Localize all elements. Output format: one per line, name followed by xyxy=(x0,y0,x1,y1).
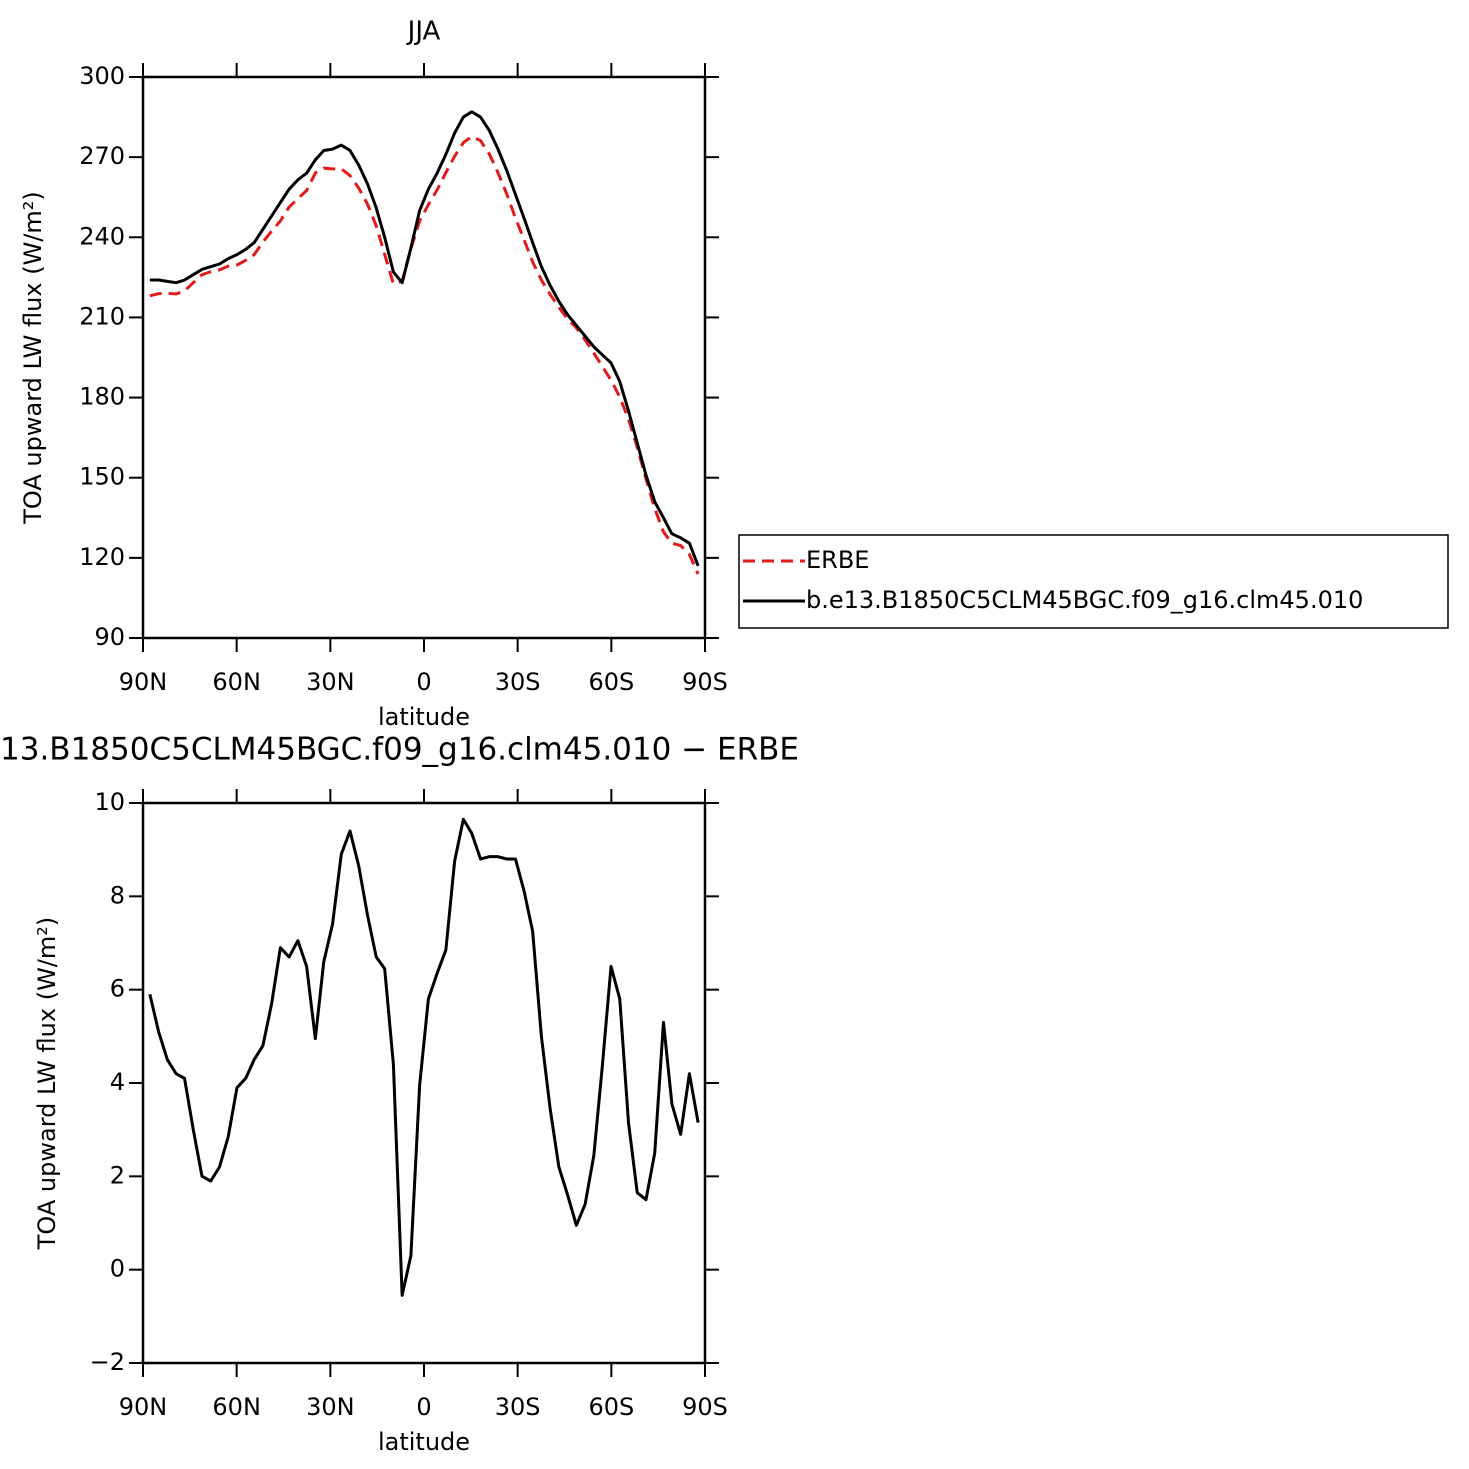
y-tick-label: 240 xyxy=(79,222,125,250)
legend-label: ERBE xyxy=(806,546,869,574)
legend-box xyxy=(738,534,1449,629)
x-tick-label: 90N xyxy=(119,1393,168,1421)
y-tick-label: 270 xyxy=(79,142,125,170)
y-tick-label: 210 xyxy=(79,302,125,330)
plot-frame xyxy=(141,801,707,1365)
y-tick-label: 10 xyxy=(94,788,125,816)
y-tick-label: 2 xyxy=(110,1161,125,1189)
data-line xyxy=(148,817,700,1297)
y-tick-label: 90 xyxy=(94,623,125,651)
data-line xyxy=(149,110,700,567)
y-tick-label: −2 xyxy=(90,1348,125,1376)
y-axis-label: TOA upward LW flux (W/m²) xyxy=(33,917,61,1251)
y-tick-label: 8 xyxy=(110,881,125,909)
y-tick-label: 6 xyxy=(110,975,125,1003)
x-tick-label: 30S xyxy=(495,668,541,696)
x-axis-label: latitude xyxy=(378,1428,470,1456)
y-tick-label: 120 xyxy=(79,543,125,571)
x-axis-label: latitude xyxy=(378,703,470,731)
x-tick-label: 60N xyxy=(212,668,261,696)
x-tick-label: 90S xyxy=(682,1393,728,1421)
x-tick-label: 30N xyxy=(306,668,355,696)
y-tick-label: 0 xyxy=(110,1255,125,1283)
plot-frame xyxy=(141,75,707,640)
y-tick-label: 300 xyxy=(79,62,125,90)
y-tick-label: 180 xyxy=(79,383,125,411)
data-line xyxy=(149,135,700,575)
x-tick-label: 30N xyxy=(306,1393,355,1421)
x-tick-label: 0 xyxy=(416,1393,431,1421)
legend-label: b.e13.B1850C5CLM45BGC.f09_g16.clm45.010 xyxy=(806,586,1363,614)
x-tick-label: 60S xyxy=(588,1393,634,1421)
y-tick-label: 150 xyxy=(79,463,125,491)
x-tick-label: 30S xyxy=(495,1393,541,1421)
x-tick-label: 60N xyxy=(212,1393,261,1421)
x-tick-label: 60S xyxy=(588,668,634,696)
y-tick-label: 4 xyxy=(110,1068,125,1096)
x-tick-label: 90S xyxy=(682,668,728,696)
chart-title: JJA xyxy=(406,17,441,47)
y-axis-label: TOA upward LW flux (W/m²) xyxy=(19,191,47,525)
x-tick-label: 90N xyxy=(119,668,168,696)
x-tick-label: 0 xyxy=(416,668,431,696)
chart-title: 13.B1850C5CLM45BGC.f09_g16.clm45.010 − E… xyxy=(0,732,799,768)
